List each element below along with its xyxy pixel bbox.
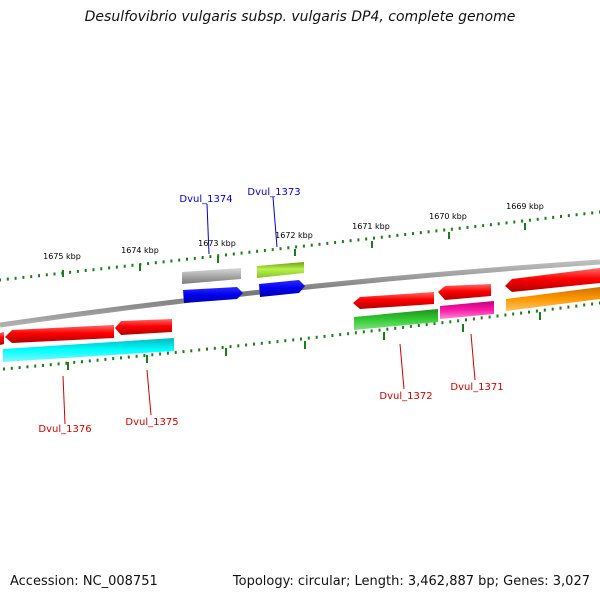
lower-tick-track: [3, 301, 600, 371]
gene-orange-feature[interactable]: [506, 287, 600, 311]
accession-text: Accession: NC_008751: [10, 574, 158, 589]
tick-label: 1669 kbp: [506, 202, 544, 211]
gene-red-left-edge[interactable]: [0, 332, 4, 345]
tick-label: 1672 kbp: [275, 231, 313, 240]
gene-dvul-1371-feature[interactable]: [440, 301, 494, 319]
gene-label-dvul-1371[interactable]: Dvul_1371: [450, 382, 503, 393]
tick-1671: 1671 kbp: [352, 222, 390, 248]
tick-1669: 1669 kbp: [506, 202, 544, 230]
gene-dvul-1376-feature[interactable]: [3, 338, 174, 362]
upper-tick-track: [0, 210, 600, 282]
gene-label-dvul-1376[interactable]: Dvul_1376: [38, 424, 91, 435]
tick-1672: 1672 kbp: [275, 231, 313, 256]
label-leaders: [62, 196, 476, 425]
gene-red-3[interactable]: [353, 292, 434, 309]
gene-red-4[interactable]: [438, 284, 491, 300]
gene-red-1[interactable]: [5, 325, 114, 343]
gene-red-5[interactable]: [505, 268, 600, 292]
gene-label-dvul-1372[interactable]: Dvul_1372: [379, 391, 432, 402]
tick-1670: 1670 kbp: [429, 212, 467, 239]
gene-label-dvul-1374[interactable]: Dvul_1374: [179, 194, 232, 205]
gene-dvul-1372-feature[interactable]: [354, 309, 438, 330]
gene-dvul-1373-arrow[interactable]: [259, 280, 305, 297]
tick-label: 1673 kbp: [198, 239, 236, 248]
gene-dvul-1374-arrow[interactable]: [183, 287, 243, 303]
gene-feature-lime[interactable]: [257, 262, 304, 278]
tick-label: 1671 kbp: [352, 222, 390, 231]
tick-1675: 1675 kbp: [43, 252, 81, 277]
tick-1673: 1673 kbp: [198, 239, 236, 263]
genome-stats-text: Topology: circular; Length: 3,462,887 bp…: [232, 574, 590, 589]
tick-label: 1674 kbp: [121, 246, 159, 255]
gene-label-dvul-1375[interactable]: Dvul_1375: [125, 417, 178, 428]
tick-label: 1670 kbp: [429, 212, 467, 221]
gene-label-dvul-1373[interactable]: Dvul_1373: [247, 187, 300, 198]
gene-red-2[interactable]: [115, 319, 172, 335]
gene-feature-gray[interactable]: [182, 268, 241, 284]
tick-1674: 1674 kbp: [121, 246, 159, 271]
tick-label: 1675 kbp: [43, 252, 81, 261]
lower-major-ticks: [67, 312, 541, 370]
map-title: Desulfovibrio vulgaris subsp. vulgaris D…: [84, 9, 516, 25]
